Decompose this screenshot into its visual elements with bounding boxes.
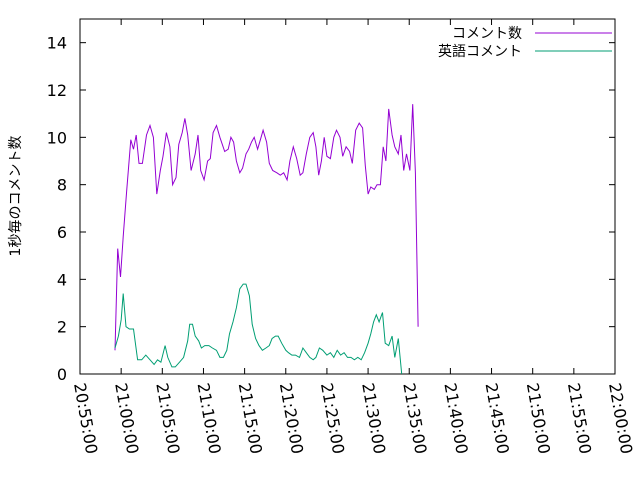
x-tick-label: 21:35:00 (399, 381, 430, 455)
x-axis-ticks: 20:55:00 21:00:00 21:05:00 21:10:00 21:15:00… (70, 19, 636, 455)
x-tick-label: 21:25:00 (317, 381, 348, 455)
y-tick-label: 2 (57, 318, 67, 337)
y-tick-label: 8 (57, 176, 67, 195)
plot-frame (79, 18, 616, 375)
x-tick-label: 21:50:00 (523, 381, 554, 455)
x-tick-label: 22:00:00 (605, 381, 636, 455)
x-tick-label: 21:00:00 (111, 381, 142, 455)
x-tick-label: 21:20:00 (276, 381, 307, 455)
y-axis-ticks: 0 2 4 6 8 10 12 14 (47, 34, 615, 384)
x-tick-label: 21:10:00 (194, 381, 225, 455)
legend-label: コメント数 (452, 26, 522, 42)
series-line-2 (114, 283, 403, 375)
x-tick-label: 21:40:00 (440, 381, 471, 455)
y-tick-label: 14 (47, 34, 67, 53)
x-tick-label: 21:55:00 (564, 381, 595, 455)
series-layer (114, 104, 419, 375)
legend-label: 英語コメント (438, 43, 522, 60)
x-tick-label: 21:30:00 (358, 381, 389, 455)
y-tick-label: 12 (47, 81, 67, 100)
x-tick-label: 20:55:00 (70, 381, 101, 455)
y-tick-label: 10 (47, 128, 67, 147)
y-tick-label: 4 (57, 270, 67, 289)
y-tick-label: 0 (57, 365, 67, 384)
x-tick-label: 21:05:00 (152, 381, 183, 455)
series-line-1 (114, 104, 419, 351)
x-tick-label: 21:15:00 (235, 381, 266, 455)
y-tick-label: 6 (57, 223, 67, 242)
x-tick-label: 21:45:00 (482, 381, 513, 455)
y-axis-label: 1秒毎のコメント数 (8, 136, 24, 257)
